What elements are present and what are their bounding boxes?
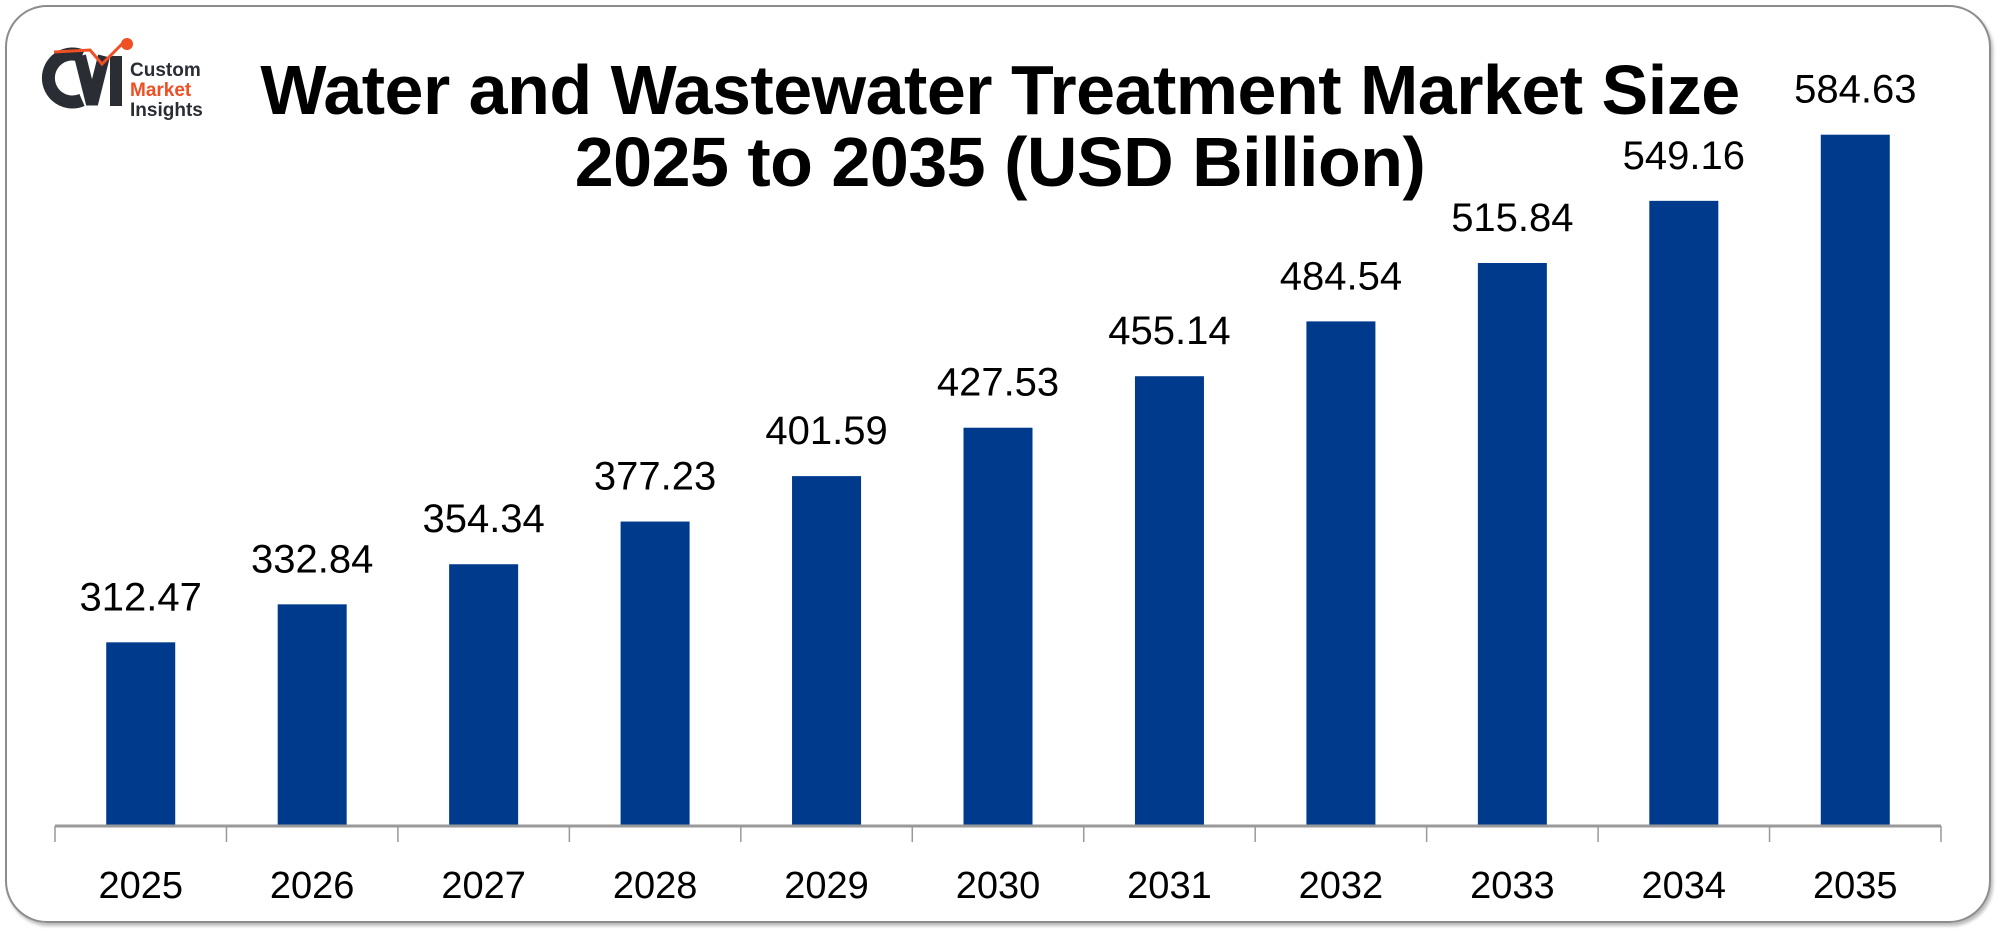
chart-title-line-2: 2025 to 2035 (USD Billion) bbox=[574, 123, 1426, 201]
x-tick-label-2028: 2028 bbox=[613, 865, 698, 907]
bar-2032 bbox=[1306, 321, 1376, 826]
chart-title-line-1: Water and Wastewater Treatment Market Si… bbox=[260, 51, 1740, 129]
x-tick-label-2030: 2030 bbox=[956, 865, 1041, 907]
data-label-2034: 549.16 bbox=[1623, 134, 1745, 178]
bar-2030 bbox=[963, 427, 1033, 826]
data-label-2027: 354.34 bbox=[422, 497, 544, 541]
x-tick-label-2033: 2033 bbox=[1470, 865, 1555, 907]
x-tick-label-2035: 2035 bbox=[1813, 865, 1898, 907]
logo: Custom Market Insights bbox=[30, 34, 210, 129]
data-label-2032: 484.54 bbox=[1280, 254, 1402, 298]
data-label-2033: 515.84 bbox=[1451, 196, 1573, 240]
bar-2025 bbox=[106, 642, 176, 826]
svg-text:Insights: Insights bbox=[130, 100, 203, 121]
data-label-2025: 312.47 bbox=[80, 575, 202, 619]
x-tick-label-2031: 2031 bbox=[1127, 865, 1212, 907]
svg-text:Market: Market bbox=[130, 80, 192, 101]
bar-2026 bbox=[277, 604, 347, 826]
bar-2027 bbox=[449, 564, 519, 826]
bar-2034 bbox=[1649, 200, 1719, 827]
bar-2028 bbox=[620, 521, 690, 826]
data-label-2029: 401.59 bbox=[765, 409, 887, 453]
bar-2031 bbox=[1134, 376, 1204, 826]
x-tick-label-2027: 2027 bbox=[441, 865, 526, 907]
x-tick-label-2029: 2029 bbox=[784, 865, 869, 907]
svg-text:Custom: Custom bbox=[130, 60, 201, 81]
data-label-2031: 455.14 bbox=[1108, 309, 1230, 353]
data-label-2035: 584.63 bbox=[1794, 68, 1916, 112]
bar-2033 bbox=[1477, 262, 1547, 826]
bar-2035 bbox=[1820, 134, 1890, 827]
x-tick-label-2032: 2032 bbox=[1299, 865, 1384, 907]
bar-2029 bbox=[792, 476, 862, 826]
data-label-2028: 377.23 bbox=[594, 455, 716, 499]
x-tick-label-2026: 2026 bbox=[270, 865, 355, 907]
data-label-2030: 427.53 bbox=[937, 361, 1059, 405]
x-tick-label-2025: 2025 bbox=[98, 865, 183, 907]
x-tick-label-2034: 2034 bbox=[1642, 865, 1727, 907]
data-label-2026: 332.84 bbox=[251, 537, 373, 581]
chart-frame bbox=[5, 5, 1991, 923]
